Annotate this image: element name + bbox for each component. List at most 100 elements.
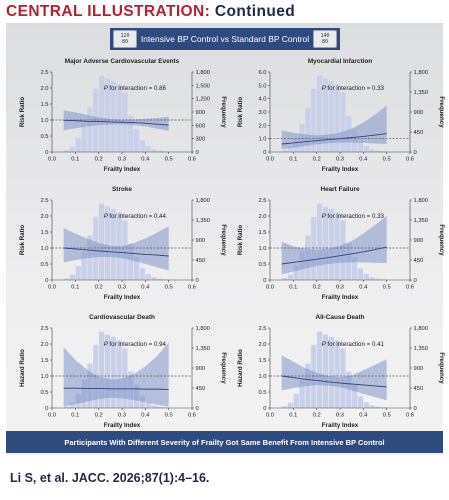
histogram-bar	[375, 278, 381, 280]
y2-tick-label: 0	[414, 278, 417, 284]
histogram-bar	[128, 243, 134, 280]
histogram-bar	[346, 371, 352, 408]
x-tick-label: 0.4	[141, 285, 150, 291]
histogram-bar	[293, 265, 299, 280]
histogram-bar	[328, 336, 334, 408]
histogram-bar	[145, 274, 151, 280]
x-tick-label: 0.3	[336, 157, 344, 163]
x-axis-label: Frailty Index	[104, 422, 141, 429]
histogram-bar	[375, 150, 381, 152]
y-tick-label: 5.0	[258, 83, 266, 89]
y-tick-label: 1.5	[40, 358, 48, 364]
chart-4: Heart Failure 0 0.5 1.0 1.5 2.0 2.5 0 450 900 1,35…	[237, 186, 445, 301]
histogram-bar	[104, 206, 111, 280]
x-tick-label: 0.2	[313, 413, 321, 419]
y2-axis-label: Frequency	[438, 96, 445, 128]
histogram-bar	[110, 208, 116, 280]
x-tick-label: 0.0	[48, 157, 56, 163]
estimate-line	[63, 247, 169, 257]
x-tick-label: 0.0	[266, 285, 274, 291]
chart-3: Stroke 0 0.5 1.0 1.5 2.0 2.5 0 450 900 1,350 1,800 0…	[19, 186, 227, 301]
x-tick-label: 0.2	[313, 285, 321, 291]
x-tick-label: 0.0	[266, 413, 274, 419]
y-tick-label: 1.0	[40, 374, 48, 380]
histogram-bar	[357, 268, 364, 280]
interaction-value: for interaction = 0.44	[109, 213, 166, 220]
y2-tick-label: 450	[196, 258, 206, 264]
y2-tick-label: 0	[196, 150, 199, 156]
histogram-bar	[163, 279, 169, 280]
x-tick-label: 0.1	[71, 413, 79, 419]
p-symbol: P	[104, 341, 110, 348]
conclusion-text: Participants With Different Severity of …	[64, 437, 385, 447]
y-tick-label: 0.5	[258, 390, 266, 396]
x-axis-label: Frailty Index	[104, 166, 141, 173]
y2-tick-label: 0	[196, 406, 199, 412]
y-tick-label: 2.5	[40, 70, 48, 76]
histogram-bar	[311, 216, 317, 280]
y-tick-label: 0.5	[40, 390, 48, 396]
chart-2: Myocardial Infarction 0 1.0 2.0 3.0 4.0 5.0 6.0…	[237, 58, 445, 173]
histogram-bar	[328, 208, 334, 280]
y-tick-label: 1.0	[40, 118, 48, 124]
p-symbol: P	[104, 213, 110, 220]
x-tick-label: 0.6	[406, 285, 414, 291]
y-tick-label: 0.5	[40, 134, 48, 140]
x-tick-label: 0.1	[71, 157, 79, 163]
y2-tick-label: 1,500	[196, 83, 211, 89]
y-tick-label: 0	[45, 150, 48, 156]
chart-title: Major Adverse Cardiovascular Events	[65, 58, 180, 65]
histogram-bar	[81, 123, 87, 152]
x-tick-label: 0.4	[359, 413, 368, 419]
histogram-bar	[316, 203, 323, 280]
y-tick-label: 0	[45, 406, 48, 412]
x-tick-label: 0.6	[188, 285, 196, 291]
x-tick-label: 0.4	[359, 285, 368, 291]
chart-5: Cardiovascular Death 0 0.5 1.0 1.5 2.0 2.5 0 450…	[19, 314, 227, 429]
histogram-bar	[316, 331, 323, 408]
histogram-bar	[133, 128, 140, 152]
histogram-bar	[63, 406, 70, 408]
histogram-bar	[334, 340, 340, 408]
x-tick-label: 0.6	[188, 413, 196, 419]
y-tick-label: 1.0	[258, 374, 266, 380]
y2-tick-label: 1,350	[196, 346, 211, 352]
histogram-bar	[116, 340, 122, 408]
y2-tick-label: 1,350	[414, 218, 429, 224]
bp-monitor-reading-top: 120	[120, 33, 130, 39]
estimate-line	[63, 387, 169, 390]
y-tick-label: 0	[263, 150, 266, 156]
histogram-bar	[334, 212, 340, 280]
x-tick-label: 0.6	[406, 157, 414, 163]
histogram-bar	[351, 384, 358, 408]
interaction-value: for interaction = 0.41	[327, 341, 384, 348]
histogram-bar	[369, 405, 375, 408]
y2-tick-label: 1,800	[196, 326, 211, 332]
x-axis-label: Frailty Index	[322, 422, 359, 429]
y2-tick-label: 1,200	[196, 97, 211, 103]
histogram-bar	[311, 88, 317, 152]
histogram-bar	[381, 279, 387, 280]
chart-1: Major Adverse Cardiovascular Events 0 0.5 1…	[19, 58, 227, 173]
y-tick-label: 0	[45, 278, 48, 284]
x-tick-label: 0.6	[188, 157, 196, 163]
x-tick-label: 0.5	[165, 285, 173, 291]
y-tick-label: 1.5	[258, 230, 266, 236]
histogram-bar	[381, 407, 387, 408]
y2-tick-label: 900	[196, 110, 206, 116]
x-tick-label: 0.1	[71, 285, 79, 291]
chart-title: All-Cause Death	[315, 314, 364, 321]
histogram-bar	[128, 115, 134, 152]
confidence-band	[281, 355, 387, 401]
histogram-bar	[81, 251, 87, 280]
interaction-annotation: P for interaction = 0.41	[322, 341, 385, 348]
y2-tick-label: 0	[414, 150, 417, 156]
y-tick-label: 2.0	[40, 86, 48, 92]
interaction-value: for interaction = 0.86	[109, 85, 166, 92]
x-axis-label: Frailty Index	[104, 294, 141, 301]
histogram-bar	[157, 278, 163, 280]
histogram-bar	[157, 406, 163, 408]
y-tick-label: 3.0	[258, 110, 266, 116]
y-tick-label: 2.0	[258, 342, 266, 348]
